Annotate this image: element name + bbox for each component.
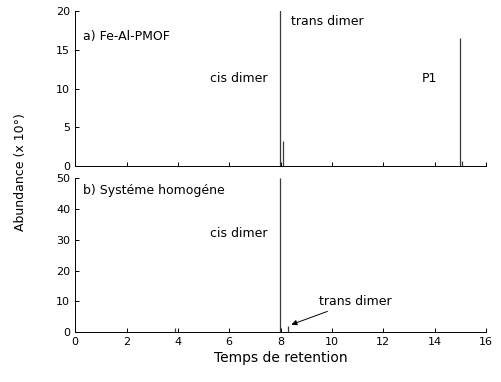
Text: cis dimer: cis dimer bbox=[210, 72, 268, 85]
Text: P1: P1 bbox=[422, 72, 437, 85]
Text: a) Fe-Al-PMOF: a) Fe-Al-PMOF bbox=[83, 30, 170, 43]
Text: trans dimer: trans dimer bbox=[293, 295, 392, 325]
Text: b) Systéme homogéne: b) Systéme homogéne bbox=[83, 184, 224, 197]
X-axis label: Temps de retention: Temps de retention bbox=[214, 351, 347, 365]
Text: Abundance (x 10°): Abundance (x 10°) bbox=[14, 113, 27, 231]
Text: trans dimer: trans dimer bbox=[291, 15, 363, 28]
Text: cis dimer: cis dimer bbox=[210, 227, 268, 240]
